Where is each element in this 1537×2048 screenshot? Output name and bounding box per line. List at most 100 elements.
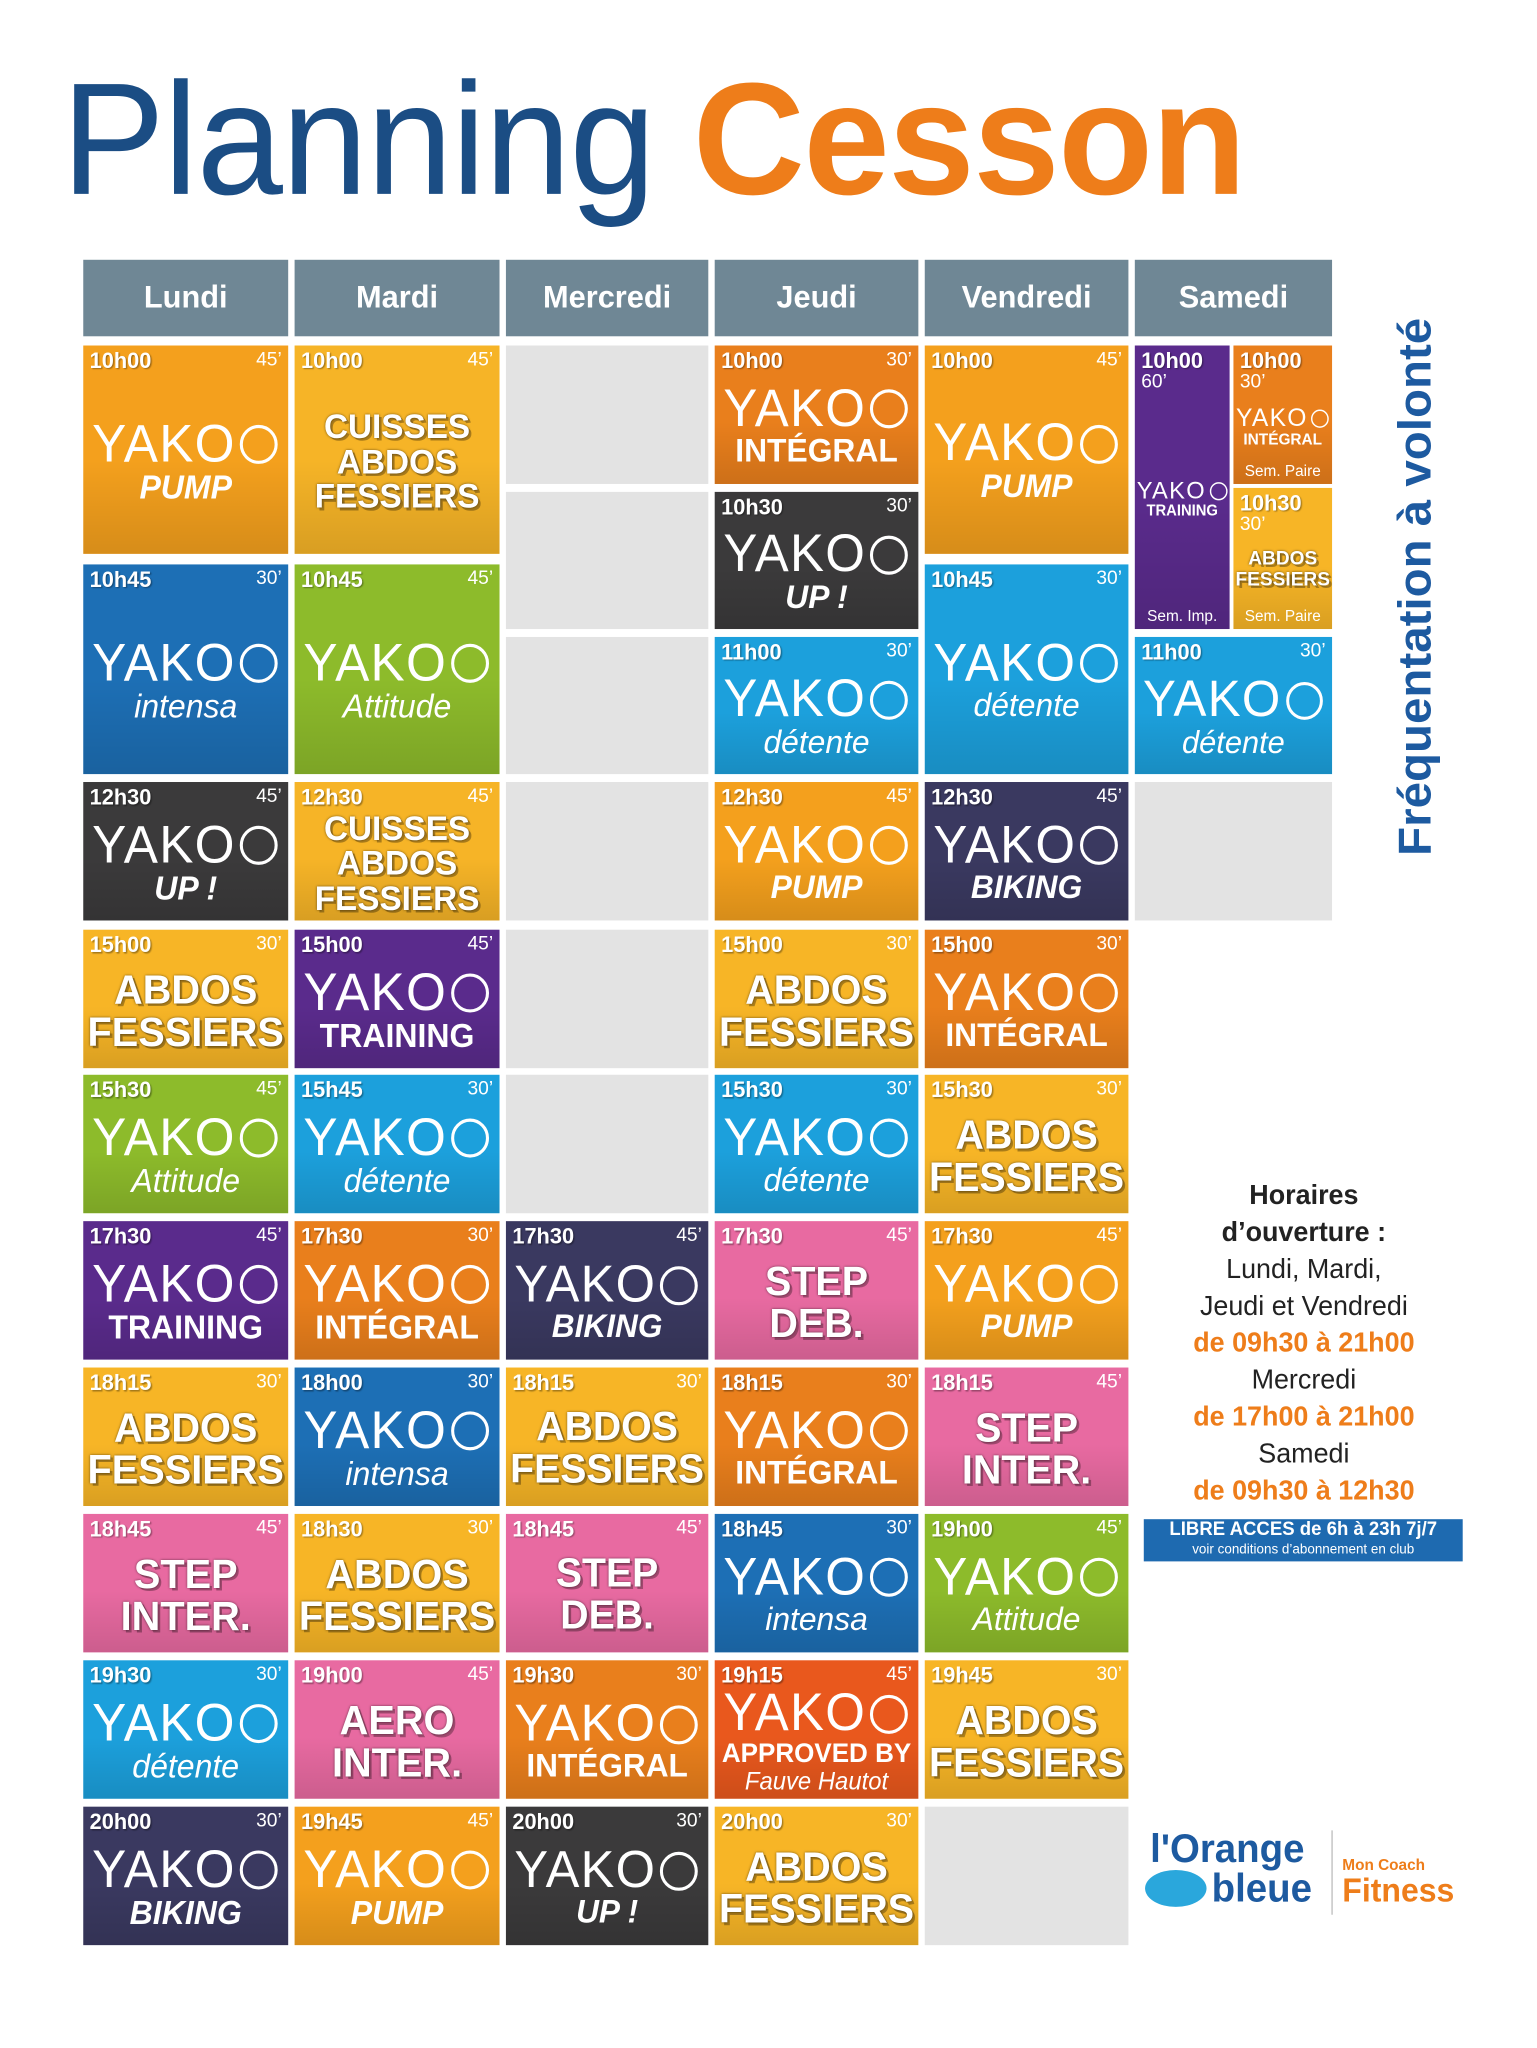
yako-logo: YAKO [303, 1112, 490, 1165]
class-cell: 10h45 30’ YAKO intensa [83, 564, 289, 775]
yako-icon-ring [451, 1850, 490, 1890]
yako-logo: YAKO [1143, 675, 1324, 726]
logo-tagline: Mon Coach [1342, 1857, 1425, 1874]
yako-icon [660, 1704, 699, 1744]
class-time: 19h30 [512, 1662, 575, 1688]
yako-icon-ring [870, 1694, 909, 1734]
yako-logo: YAKO [514, 1698, 700, 1750]
class-name: ABDOS FESSIERS [1233, 535, 1332, 605]
class-time: 10h45 [300, 567, 363, 593]
class-time: 19h30 [89, 1662, 152, 1688]
yako-word: YAKO [933, 963, 1077, 1022]
yako-icon-ring [1080, 1265, 1119, 1305]
yako-icon-ring [239, 1119, 278, 1159]
class-duration: 45’ [256, 348, 282, 371]
class-subtitle: Fauve Hautot [744, 1767, 889, 1796]
class-subtitle: INTÉGRAL [945, 1018, 1108, 1055]
class-name: STEP DEB. [715, 1248, 919, 1357]
class-time: 11h00 [721, 639, 782, 665]
class-subtitle: INTÉGRAL [1243, 429, 1323, 449]
yako-word: YAKO [92, 634, 236, 693]
class-subtitle: intensa [345, 1456, 449, 1494]
yako-icon [1080, 1558, 1119, 1598]
class-cell: 18h45 45’ STEP INTER. [83, 1513, 289, 1653]
yako-icon-ring [870, 1411, 909, 1451]
class-name: YAKO détente [715, 1101, 919, 1210]
class-cell: 20h00 30’ YAKO UP ! [505, 1806, 709, 1946]
yako-logo: YAKO [1236, 405, 1330, 431]
class-title: FESSIERS [1235, 569, 1330, 591]
class-name: YAKO TRAINING [295, 956, 500, 1065]
class-cell: 10h45 30’ YAKO détente [924, 564, 1129, 775]
class-title: INTER. [961, 1445, 1092, 1493]
empty-slot [505, 1074, 709, 1214]
yako-logo: YAKO [723, 1401, 909, 1460]
class-cell: 18h15 30’ ABDOS FESSIERS [505, 1367, 709, 1507]
yako-icon [870, 389, 909, 429]
class-cell: 17h30 30’ YAKO INTÉGRAL [294, 1221, 500, 1360]
class-time: 15h30 [721, 1077, 783, 1103]
class-time: 17h30 [931, 1223, 993, 1249]
yako-icon-ring [451, 644, 490, 684]
class-subtitle: TRAINING [108, 1310, 264, 1347]
class-title: FESSIERS [314, 476, 480, 516]
class-cell: 19h15 45’ YAKO APPROVED BY Fauve Hautot [714, 1660, 919, 1799]
class-time: 17h30 [300, 1223, 363, 1249]
hours-days: Lundi, Mardi, [1226, 1254, 1382, 1285]
class-cell: 19h30 30’ YAKO détente [83, 1660, 289, 1799]
yako-icon [239, 1850, 278, 1890]
yako-icon [1285, 681, 1323, 720]
class-cell: 18h45 45’ STEP DEB. [505, 1513, 709, 1653]
yako-icon [451, 1411, 490, 1451]
yako-word: YAKO [723, 1108, 867, 1167]
class-duration: 30’ [467, 1516, 494, 1539]
yako-logo: YAKO [303, 637, 490, 690]
yako-icon [451, 1265, 490, 1305]
class-cell: 10h30 30’ ABDOS FESSIERS Sem. Paire [1233, 487, 1333, 630]
yako-logo: YAKO [723, 1687, 909, 1740]
class-subtitle: détente [343, 1163, 451, 1201]
yako-icon [870, 1694, 909, 1734]
class-name: ABDOS FESSIERS [83, 1394, 288, 1503]
class-name: YAKO UP ! [715, 518, 919, 626]
class-duration: 30’ [467, 1077, 494, 1100]
yako-word: YAKO [723, 1401, 867, 1460]
class-title: ABDOS [1248, 548, 1318, 571]
class-duration: 45’ [467, 1809, 494, 1832]
class-time: 12h30 [89, 784, 152, 810]
class-name: YAKO détente [925, 591, 1129, 772]
class-name: CUISSES ABDOS FESSIERS [295, 372, 500, 551]
class-subtitle: PUMP [350, 1895, 444, 1933]
class-name: CUISSES ABDOS FESSIERS [295, 808, 500, 917]
class-cell: 12h30 45’ YAKO PUMP [714, 782, 919, 921]
hours-days: Jeudi et Vendredi [1199, 1291, 1408, 1322]
class-title: STEP [975, 1404, 1079, 1451]
class-name: YAKO TRAINING [1135, 393, 1230, 605]
class-name: YAKO INTÉGRAL [925, 956, 1129, 1065]
class-cell: 12h30 45’ YAKO UP ! [83, 782, 289, 921]
class-duration: 30’ [256, 567, 282, 590]
class-name: AERO INTER. [295, 1687, 500, 1796]
class-cell: 19h30 30’ YAKO INTÉGRAL [505, 1660, 709, 1799]
class-time: 20h00 [721, 1809, 783, 1835]
class-duration: 30’ [886, 1370, 912, 1393]
class-duration: 45’ [256, 1077, 282, 1100]
yako-icon-ring [239, 1265, 278, 1305]
logo-brand: bleue [1212, 1867, 1312, 1911]
class-note: Sem. Imp. [1147, 606, 1218, 626]
yako-word: YAKO [933, 815, 1077, 874]
yako-logo: YAKO [933, 815, 1119, 874]
class-name: YAKO PUMP [715, 808, 919, 917]
yako-icon [239, 424, 278, 464]
yako-icon-ring [870, 680, 909, 720]
yako-icon [1209, 481, 1227, 501]
class-subtitle: INTÉGRAL [526, 1749, 688, 1785]
yako-word: YAKO [723, 524, 867, 583]
class-title: ABDOS [745, 966, 888, 1013]
hours-days: Samedi [1258, 1438, 1350, 1470]
class-subtitle: Attitude [342, 688, 452, 726]
yako-logo: YAKO [723, 1108, 909, 1167]
class-duration: 30’ [886, 348, 912, 371]
class-name: YAKO Attitude [83, 1101, 288, 1210]
yako-word: YAKO [1143, 671, 1282, 729]
